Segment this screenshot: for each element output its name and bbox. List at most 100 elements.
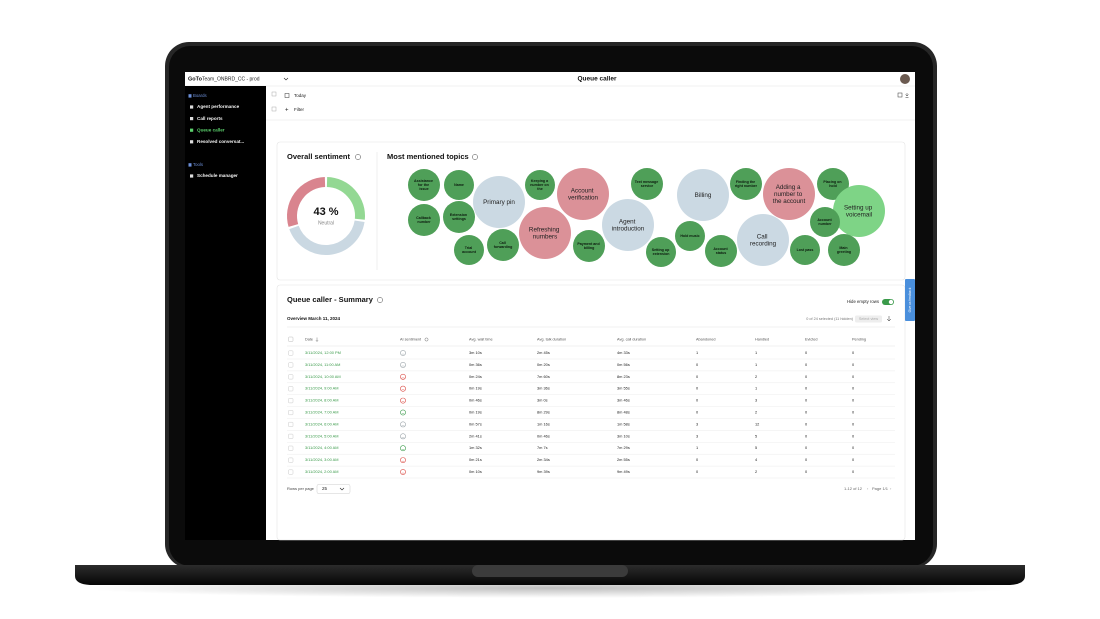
topic-bubble[interactable] bbox=[677, 169, 729, 221]
topic-bubble[interactable] bbox=[675, 221, 705, 251]
date-link[interactable]: 3/11/2024, 11:00 AM bbox=[305, 362, 340, 367]
topic-bubble[interactable] bbox=[487, 229, 519, 261]
column-header: Avg. wait time bbox=[469, 338, 493, 342]
checkbox[interactable] bbox=[288, 386, 294, 392]
checkbox[interactable] bbox=[288, 433, 294, 439]
sentiment-icon bbox=[400, 385, 406, 392]
plus-icon[interactable]: + bbox=[285, 108, 289, 114]
sentiment-title: Overall sentiment bbox=[287, 152, 350, 161]
export-icon[interactable] bbox=[886, 316, 892, 322]
cell: 0 bbox=[805, 398, 808, 403]
cell: 2m 34s bbox=[537, 457, 550, 462]
topic-bubble[interactable] bbox=[602, 199, 654, 251]
checkbox[interactable] bbox=[288, 410, 294, 415]
topic-bubble[interactable] bbox=[810, 207, 840, 237]
sentiment-icon bbox=[400, 409, 406, 416]
prev-page[interactable]: ‹ bbox=[867, 486, 869, 491]
cell: 0 bbox=[805, 386, 808, 391]
cell: 0 bbox=[805, 410, 808, 415]
nav-item[interactable]: Agent performance bbox=[197, 104, 240, 109]
workspace[interactable]: Team_ONBRD_CC - prod bbox=[202, 76, 260, 82]
date-link[interactable]: 3/11/2024, 10:00 AM bbox=[305, 374, 341, 379]
nav-item[interactable]: Call reports bbox=[197, 116, 223, 121]
topic-bubble[interactable] bbox=[525, 170, 555, 200]
topic-label: Main greeting bbox=[837, 246, 851, 254]
checkbox[interactable] bbox=[288, 336, 294, 342]
checkbox[interactable] bbox=[288, 469, 294, 475]
chevron[interactable] bbox=[283, 77, 289, 81]
avatar[interactable] bbox=[900, 74, 910, 84]
next-page[interactable]: › bbox=[890, 486, 892, 491]
checkbox[interactable] bbox=[288, 422, 294, 427]
topic-bubble[interactable] bbox=[828, 234, 860, 266]
checkbox[interactable] bbox=[271, 106, 277, 112]
date-link[interactable]: 3/11/2024, 12:00 PM bbox=[305, 350, 341, 355]
date-link[interactable]: 3/11/2024, 3:00 AM bbox=[305, 457, 338, 462]
date-filter[interactable]: Today bbox=[294, 93, 307, 98]
section-title[interactable]: Tools bbox=[193, 162, 203, 167]
topic-bubble[interactable] bbox=[730, 168, 762, 200]
topic-bubble[interactable] bbox=[408, 204, 440, 236]
cell: 3 bbox=[755, 398, 757, 403]
topic-bubble[interactable] bbox=[790, 235, 820, 265]
checkbox[interactable] bbox=[288, 457, 294, 463]
date-link[interactable]: 3/11/2024, 2:00 AM bbox=[305, 469, 338, 474]
checkbox[interactable] bbox=[271, 91, 277, 97]
checkbox[interactable] bbox=[288, 445, 294, 451]
cell: 1m 32s bbox=[469, 445, 482, 450]
topic-bubble[interactable] bbox=[573, 230, 605, 262]
topic-bubble[interactable] bbox=[443, 201, 475, 233]
topic-bubble[interactable] bbox=[557, 168, 609, 220]
topic-label: Placing on hold bbox=[823, 180, 842, 188]
filter-button[interactable]: Filter bbox=[294, 107, 305, 112]
copy-icon[interactable] bbox=[897, 92, 903, 98]
info-icon[interactable] bbox=[472, 154, 478, 160]
sentiment-icon bbox=[400, 469, 406, 475]
cell: 0 bbox=[696, 374, 699, 379]
rows-per-page-select[interactable] bbox=[316, 484, 351, 494]
topic-bubble[interactable] bbox=[737, 214, 789, 266]
checkbox[interactable] bbox=[288, 374, 294, 380]
sentiment-icon bbox=[400, 445, 406, 452]
cell: 5 bbox=[755, 445, 757, 450]
section-title[interactable]: Boards bbox=[193, 93, 207, 98]
checkbox[interactable] bbox=[288, 362, 294, 368]
topic-bubble[interactable] bbox=[631, 168, 663, 200]
topic-bubble[interactable] bbox=[705, 235, 737, 267]
feedback-label[interactable]: Give us feedback bbox=[908, 287, 912, 312]
nav-item[interactable]: Resolved conversat... bbox=[197, 139, 244, 144]
info-icon[interactable] bbox=[355, 154, 361, 160]
date-link[interactable]: 3/11/2024, 7:00 AM bbox=[305, 410, 338, 415]
topic-bubble[interactable] bbox=[519, 207, 571, 259]
info-icon[interactable] bbox=[377, 297, 383, 303]
date-button[interactable] bbox=[282, 91, 316, 100]
date-link[interactable]: 3/11/2024, 6:00 AM bbox=[305, 421, 338, 426]
topic-bubble[interactable] bbox=[646, 237, 676, 267]
topic-bubble[interactable] bbox=[763, 168, 815, 220]
topic-bubble[interactable] bbox=[473, 176, 525, 228]
topic-bubble[interactable] bbox=[454, 235, 484, 265]
topic-label: Billing bbox=[695, 192, 712, 199]
date-link[interactable]: 3/11/2024, 9:00 AM bbox=[305, 386, 338, 391]
date-link[interactable]: 3/11/2024, 5:00 AM bbox=[305, 433, 338, 438]
select-view-button[interactable] bbox=[855, 315, 882, 323]
chevron[interactable] bbox=[339, 487, 345, 491]
nav-item[interactable]: Queue caller bbox=[197, 127, 225, 132]
topic-bubble[interactable] bbox=[817, 168, 849, 200]
download-icon[interactable] bbox=[905, 93, 909, 98]
topic-bubble[interactable] bbox=[408, 169, 440, 201]
checkbox[interactable] bbox=[288, 398, 294, 404]
topic-bubble[interactable] bbox=[444, 170, 474, 200]
cell: 1 bbox=[755, 362, 757, 367]
date-link[interactable]: 3/11/2024, 4:00 AM bbox=[305, 445, 338, 450]
date-link[interactable]: 3/11/2024, 8:00 AM bbox=[305, 398, 338, 403]
topic-bubble[interactable] bbox=[833, 185, 885, 237]
column-header[interactable]: Date bbox=[305, 338, 313, 342]
nav-item[interactable]: Schedule manager bbox=[197, 173, 238, 178]
checkbox[interactable] bbox=[288, 350, 294, 356]
feedback-tab[interactable] bbox=[905, 279, 915, 321]
rows-per-page[interactable]: 25 bbox=[322, 486, 328, 491]
item-icon bbox=[190, 117, 194, 121]
cell: 0m 19s bbox=[469, 386, 482, 391]
select-view[interactable]: Select view bbox=[859, 317, 878, 321]
